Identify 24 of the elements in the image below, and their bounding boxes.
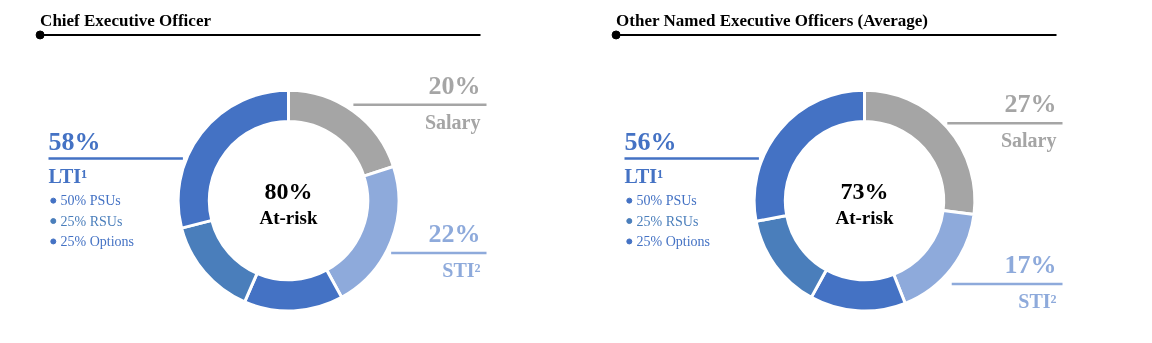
text: 56% <box>624 127 677 157</box>
data-label: 20% <box>428 70 481 100</box>
legend-label: 25% Options <box>60 233 134 249</box>
slice-label: Salary <box>1000 129 1057 153</box>
text: At-risk <box>835 206 894 228</box>
slice-label: STI² <box>442 259 481 282</box>
legend-label: 50% PSUs <box>60 193 121 209</box>
slice-label: Salary <box>424 110 481 134</box>
chart-title: Chief Executive Officer <box>40 11 212 31</box>
legend-label: 25% RSUs <box>60 213 123 229</box>
text: LTI¹ <box>624 164 664 187</box>
data-label: 27% <box>1004 89 1057 119</box>
legend-label: 50% PSUs <box>636 193 697 209</box>
text: 73% <box>840 178 889 205</box>
text: LTI¹ <box>48 164 88 187</box>
text: 58% <box>48 127 101 157</box>
data-label: 17% <box>1004 250 1057 280</box>
data-label: 22% <box>428 219 481 249</box>
text: 80% <box>264 178 313 205</box>
slice-label: STI² <box>1018 289 1057 312</box>
legend-label: 25% RSUs <box>636 213 699 229</box>
chart-title: Other Named Executive Officers (Average) <box>616 11 928 31</box>
legend-label: 25% Options <box>636 233 710 249</box>
text: At-risk <box>259 206 318 228</box>
